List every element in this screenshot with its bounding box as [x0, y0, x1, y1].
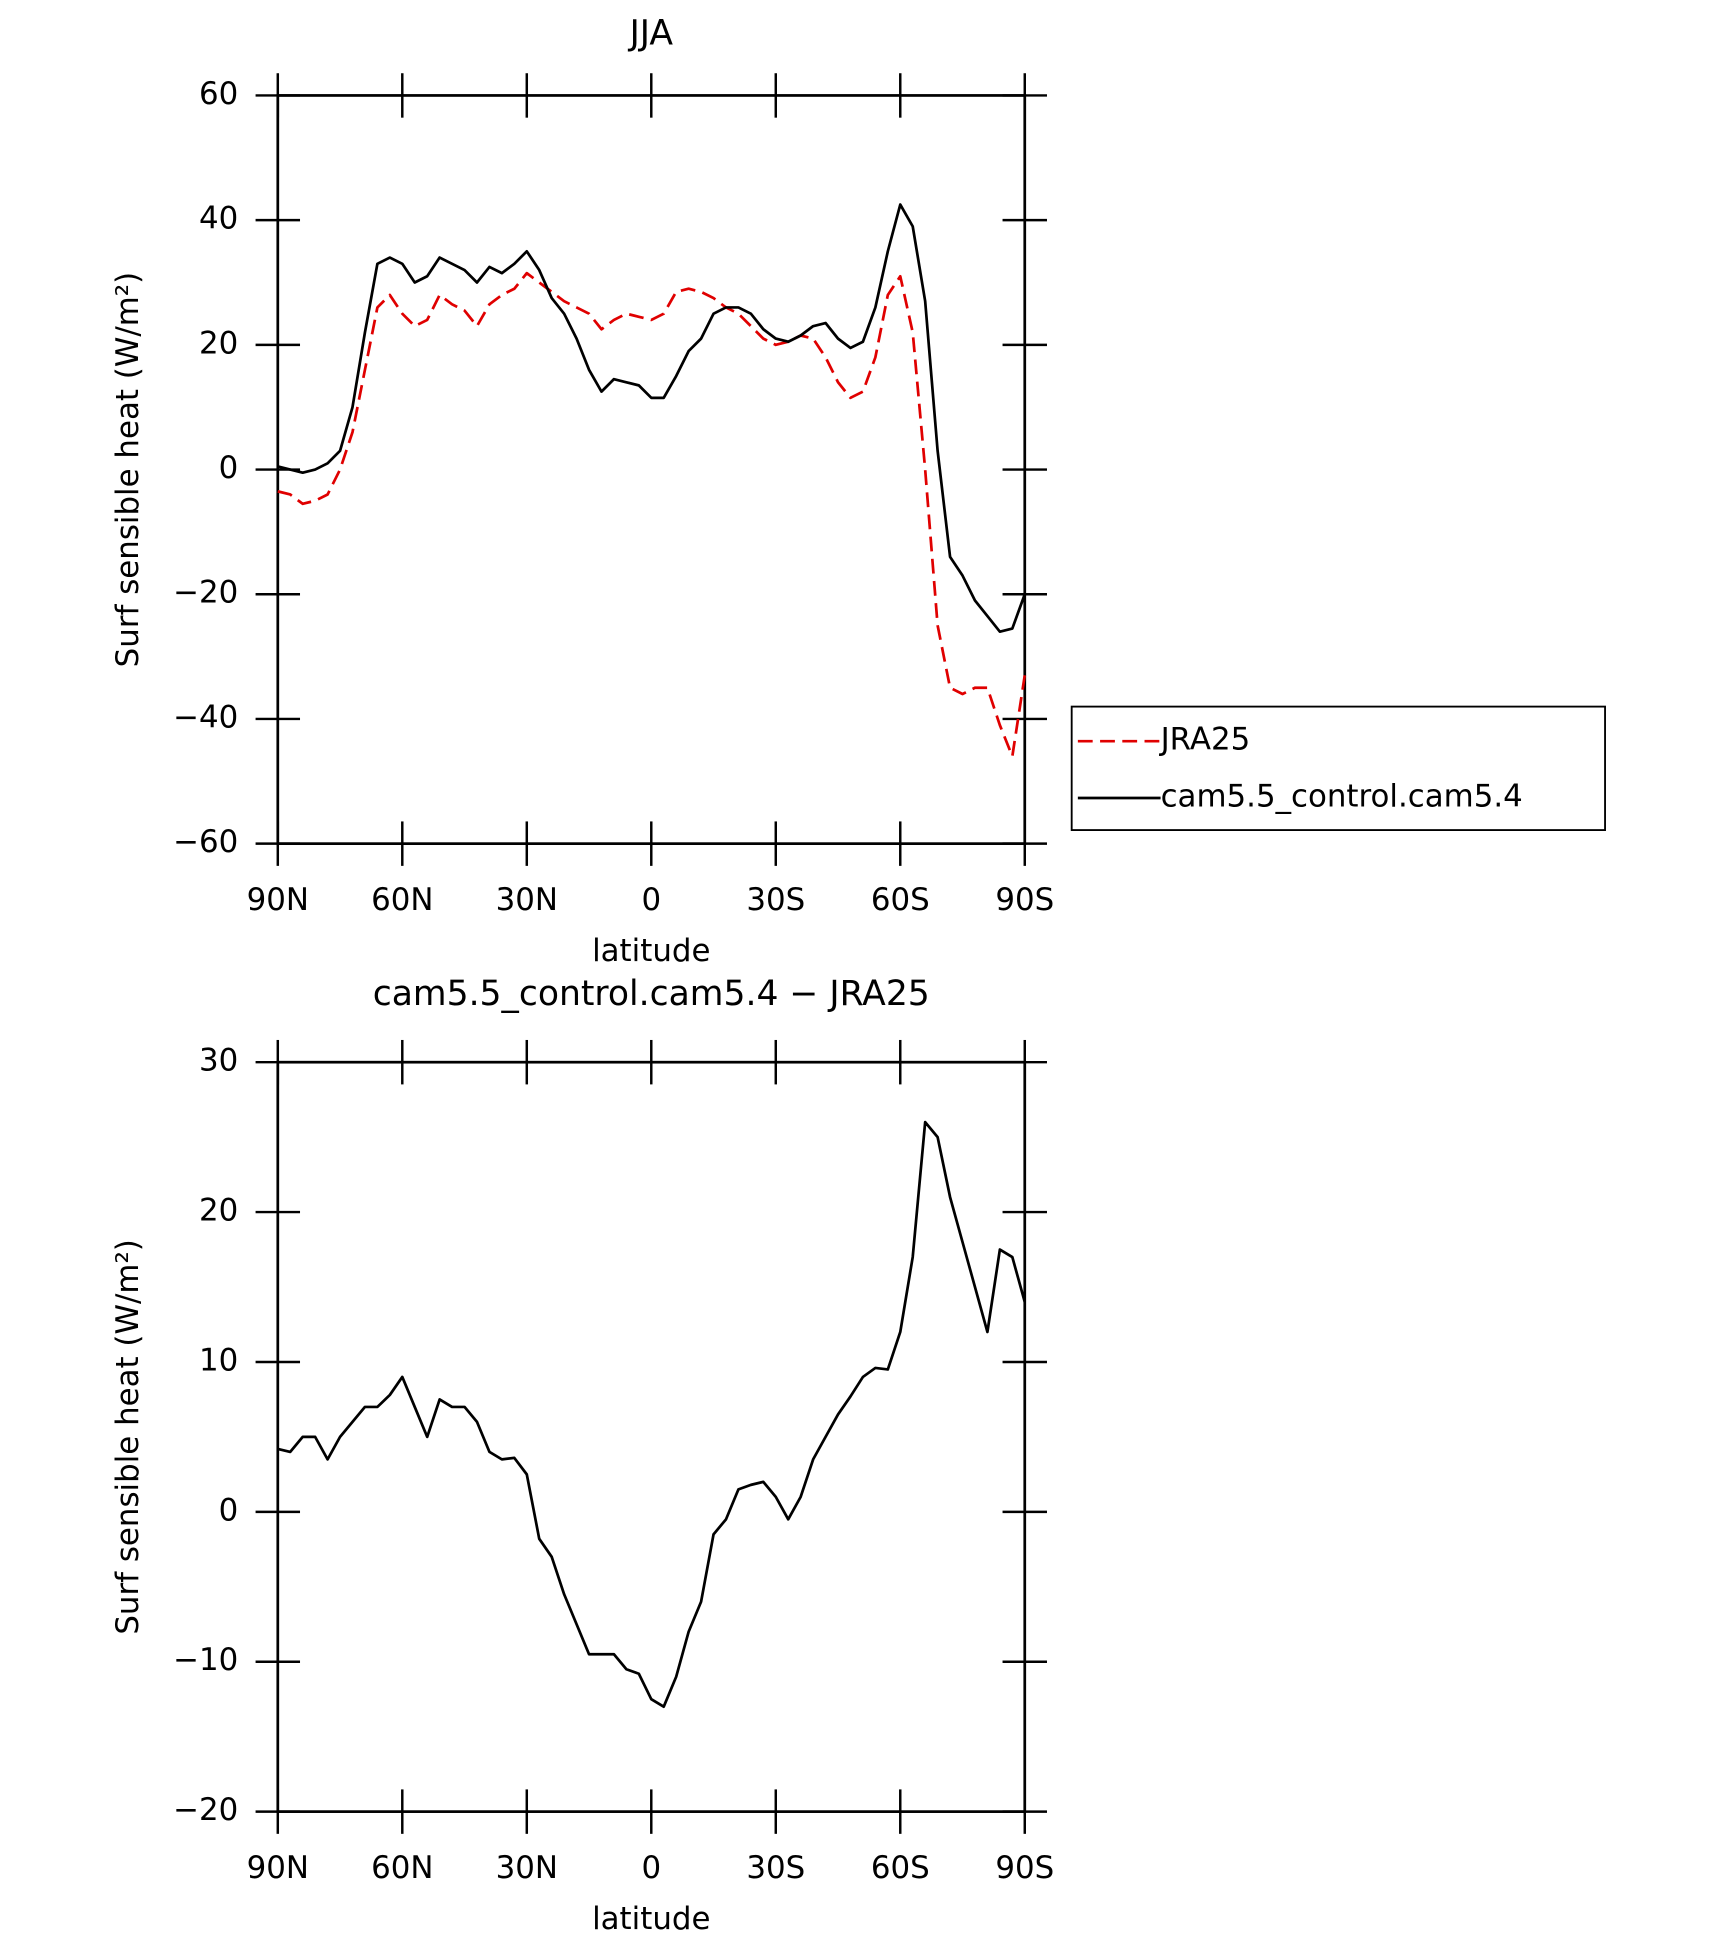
legend-label: JRA25 [1159, 722, 1251, 758]
data-line [277, 203, 1027, 634]
x-tick-label: 30S [746, 1850, 805, 1886]
y-tick-label: −10 [173, 1642, 238, 1678]
y-tick-label: 20 [199, 1193, 238, 1229]
y-axis-label: Surf sensible heat (W/m²) [110, 1239, 146, 1635]
x-tick-label: 0 [641, 882, 661, 918]
y-tick-label: 40 [199, 201, 238, 237]
plot-frame [276, 1060, 1027, 1813]
y-tick-label: 0 [219, 450, 239, 486]
chart-title: JJA [628, 13, 674, 53]
legend-box [1070, 705, 1606, 831]
x-tick-label: 90S [995, 1850, 1054, 1886]
y-tick-label: −40 [173, 699, 238, 735]
x-tick-label: 90N [247, 882, 309, 918]
legend-label: cam5.5_control.cam5.4 [1161, 778, 1523, 814]
x-tick-label: 90S [995, 882, 1054, 918]
x-tick-label: 90N [247, 1850, 309, 1886]
data-line [277, 271, 1027, 758]
x-tick-label: 60S [871, 1850, 930, 1886]
y-tick-label: 10 [199, 1342, 238, 1378]
x-axis-label: latitude [592, 1901, 710, 1933]
plot-frame [276, 94, 1027, 846]
y-tick-label: 20 [199, 325, 238, 361]
y-tick-label: −20 [173, 1792, 238, 1828]
y-tick-label: 60 [199, 76, 238, 112]
x-tick-label: 60N [371, 882, 433, 918]
x-tick-label: 30S [746, 882, 805, 918]
data-line [277, 1120, 1027, 1709]
y-tick-label: 0 [219, 1492, 239, 1528]
y-axis-label: Surf sensible heat (W/m²) [110, 272, 146, 668]
y-tick-label: −20 [173, 575, 238, 611]
x-tick-label: 0 [641, 1850, 661, 1886]
y-tick-label: 30 [199, 1043, 238, 1079]
x-axis-label: latitude [592, 933, 710, 969]
chart-title: cam5.5_control.cam5.4 − JRA25 [373, 974, 930, 1014]
x-tick-label: 30N [496, 882, 558, 918]
y-tick-label: −60 [173, 824, 238, 860]
x-tick-label: 60S [871, 882, 930, 918]
x-tick-label: 60N [371, 1850, 433, 1886]
x-tick-label: 30N [496, 1850, 558, 1886]
